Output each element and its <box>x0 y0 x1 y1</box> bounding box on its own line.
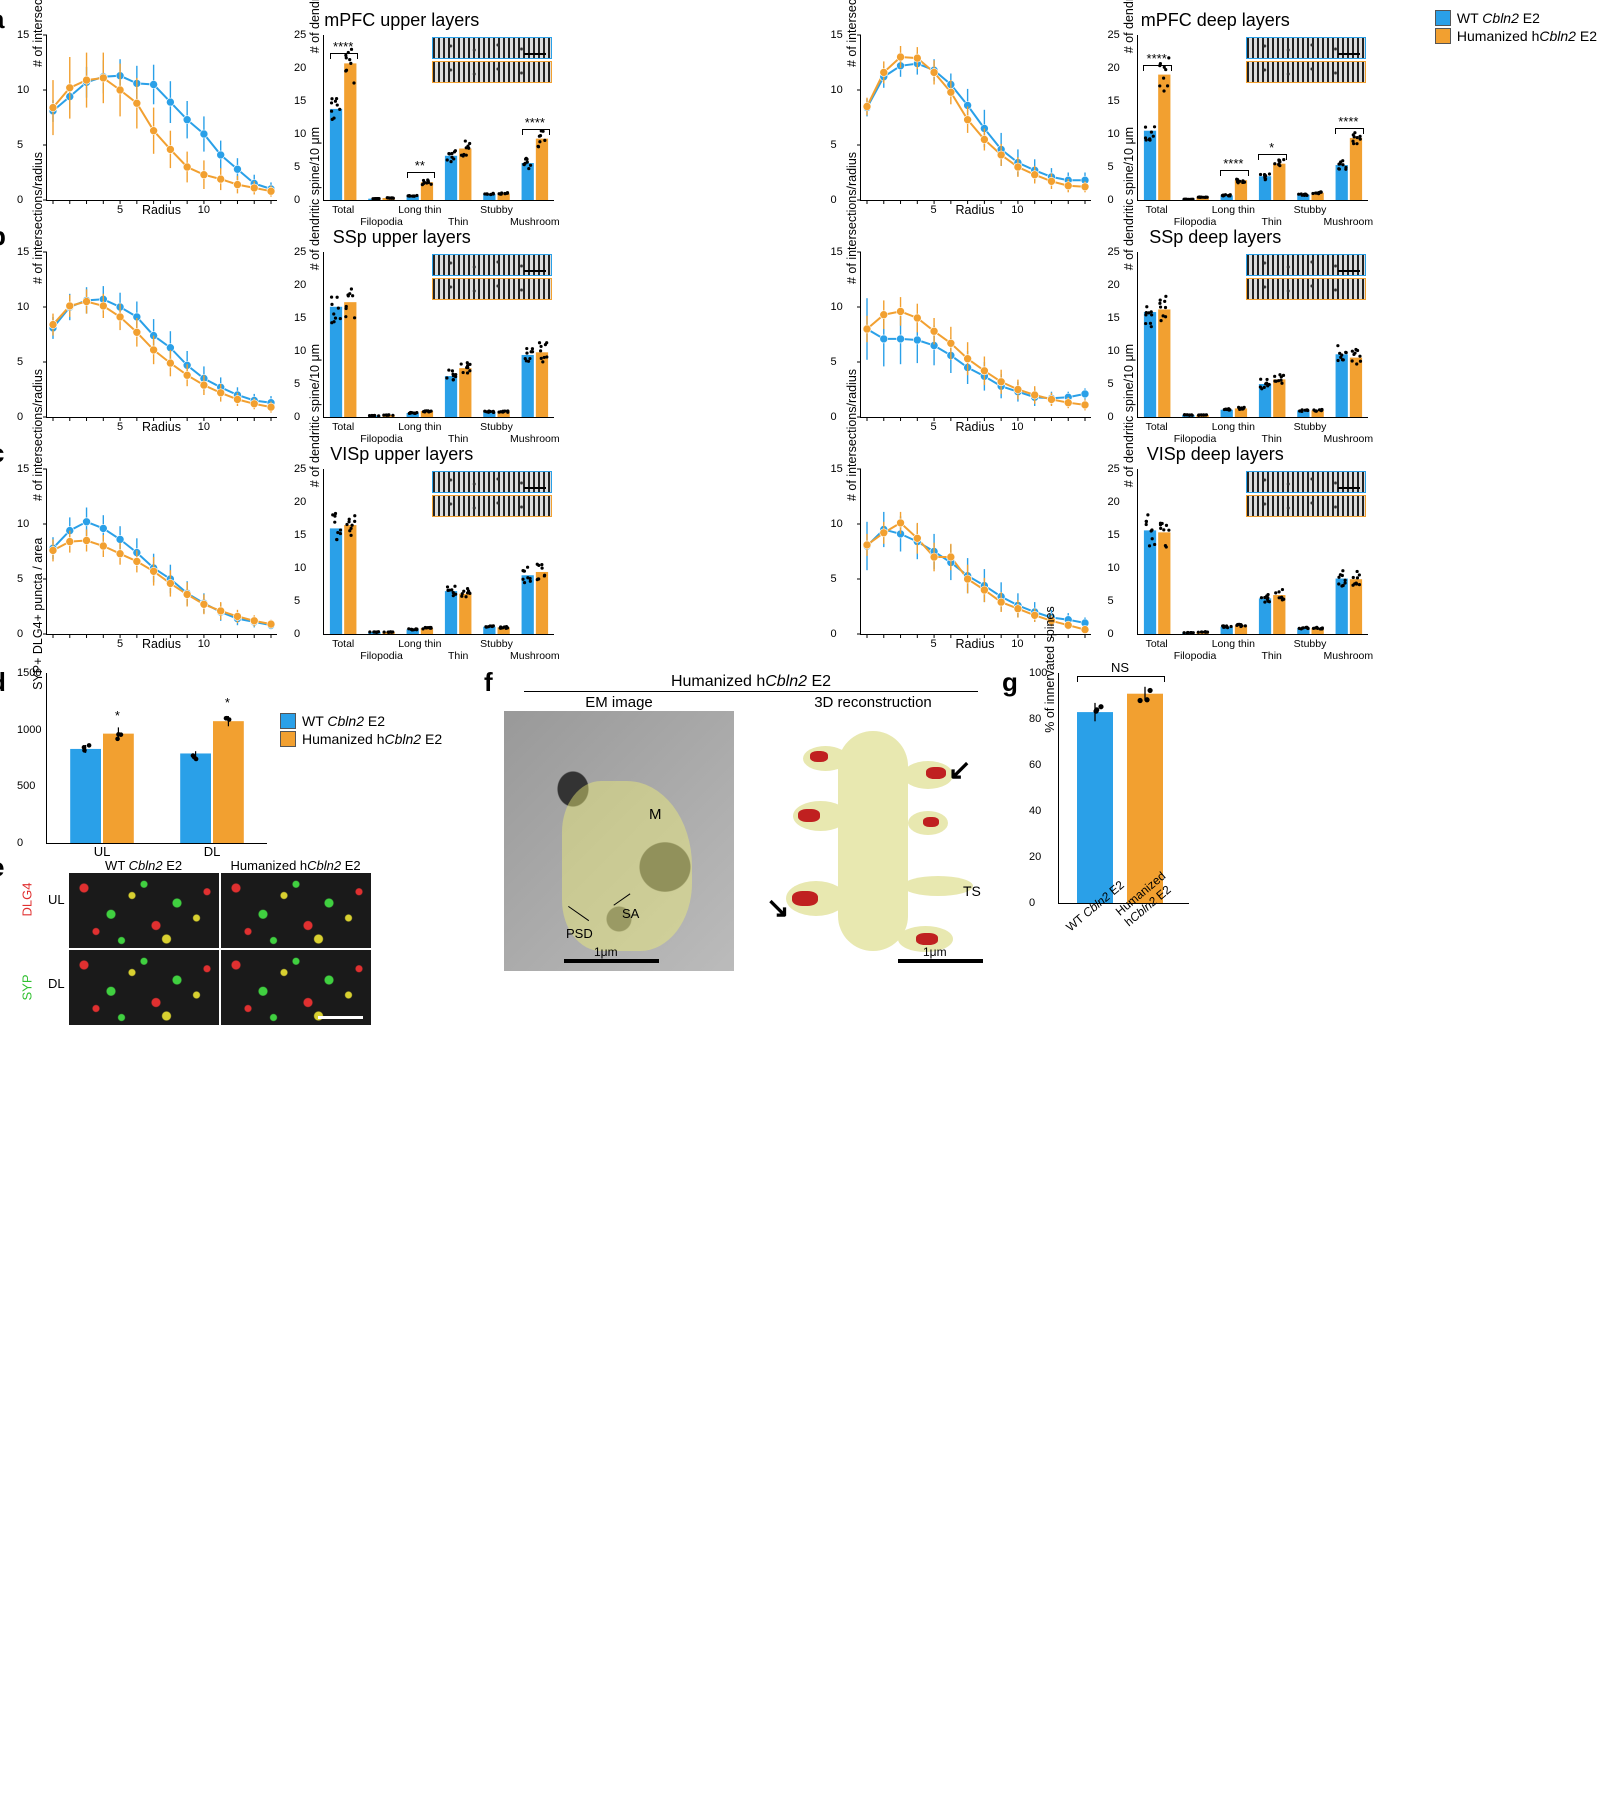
panel-b-left: b SSp upper layers # of intersections/ra… <box>10 227 794 434</box>
panel-b-right: SSp deep layers # of intersections/radiu… <box>824 227 1597 434</box>
panel-c-right: VISp deep layers # of intersections/radi… <box>824 444 1597 651</box>
if-wt-ul <box>69 873 219 948</box>
panel-d: d SYP+ DLG4+ puncta / area 050010001500 … <box>10 673 480 844</box>
panel-a-right: WT Cbln2 E2 Humanized hCbln2 E2 mPFC dee… <box>824 10 1597 217</box>
panel-c-left: c VISp upper layers # of intersections/r… <box>10 444 794 651</box>
panel-g: g % of innervated spines 020406080100 NS… <box>1022 673 1189 1025</box>
3d-reconstruction: ↙ ↘ TS 1μm <box>748 711 998 971</box>
legend: WT Cbln2 E2 Humanized hCbln2 E2 <box>1435 10 1597 46</box>
bottom-row: d SYP+ DLG4+ puncta / area 050010001500 … <box>10 673 1597 1025</box>
em-image: M PSD SA 1μm <box>504 711 734 971</box>
panel-a-left: a mPFC upper layers # of intersections/r… <box>10 10 794 217</box>
panel-f: f Humanized hCbln2 E2 EM image M PSD SA … <box>504 673 998 1025</box>
figure: a mPFC upper layers # of intersections/r… <box>10 10 1597 651</box>
if-wt-dl <box>69 950 219 1025</box>
panel-e: e DLG4 SYP UL DL WT Cbln2 E2 Humanized h… <box>10 858 480 1025</box>
if-hum-ul <box>221 873 371 948</box>
if-hum-dl <box>221 950 371 1025</box>
